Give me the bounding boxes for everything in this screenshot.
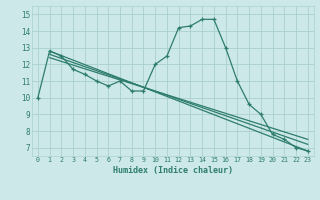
X-axis label: Humidex (Indice chaleur): Humidex (Indice chaleur) xyxy=(113,166,233,175)
